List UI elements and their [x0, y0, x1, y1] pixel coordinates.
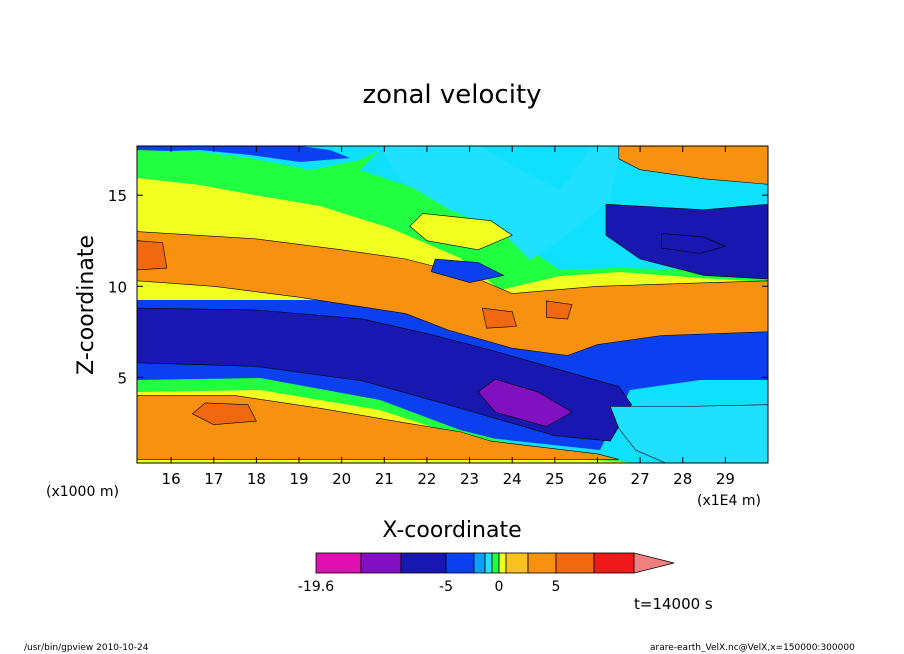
band-upper-blue — [137, 146, 350, 162]
colorbar-swatch — [484, 552, 493, 574]
contour-region-11 — [609, 404, 768, 463]
plot-area — [137, 146, 768, 463]
contour-region-7 — [191, 402, 257, 426]
contour-region-9 — [661, 233, 727, 254]
footer-right: arare-earth_VelX.nc@VelX,x=150000:300000 — [650, 643, 855, 653]
contour-region-6 — [137, 395, 619, 460]
colorbar-tick-label: 5 — [552, 579, 561, 595]
y-axis-ticks: 5 10 15 — [108, 187, 768, 387]
colorbar-tick-label: -5 — [439, 579, 453, 595]
colorbar: -19.6 -5 0 5 — [298, 552, 675, 595]
x-tick-label: 23 — [460, 470, 479, 488]
colorbar-tick-label: -19.6 — [298, 579, 334, 595]
colorbar-swatch — [360, 552, 402, 574]
y-scale-note: (x1000 m) — [46, 484, 119, 500]
y-tick-label: 5 — [117, 369, 127, 387]
colorbar-swatch — [491, 552, 500, 574]
contour-region-13 — [430, 258, 505, 283]
x-tick-label: 28 — [673, 470, 692, 488]
colorbar-swatch — [555, 552, 595, 574]
x-tick-label: 16 — [162, 470, 181, 488]
filled-contours — [137, 146, 768, 463]
contour-region-2 — [137, 231, 768, 356]
contour-region-12 — [409, 213, 513, 251]
colorbar-swatch — [473, 552, 486, 574]
y-tick-label: 15 — [108, 187, 127, 205]
contour-region-10 — [618, 146, 768, 185]
band-upper-cyan — [380, 146, 620, 260]
footer-left: /usr/bin/gpview 2010-10-24 — [24, 643, 149, 653]
contour-region-3 — [137, 240, 168, 271]
colorbar-swatch — [315, 552, 362, 574]
x-tick-label: 24 — [503, 470, 522, 488]
y-axis-label: Z-coordinate — [74, 235, 99, 375]
x-axis-ticks: 16 17 18 19 20 21 22 23 24 25 26 27 28 29 — [162, 146, 735, 488]
x-tick-label: 20 — [332, 470, 351, 488]
x-tick-label: 17 — [204, 470, 223, 488]
y-tick-label: 10 — [108, 278, 127, 296]
x-tick-label: 19 — [289, 470, 308, 488]
plot-frame — [136, 145, 769, 464]
x-tick-label: 18 — [247, 470, 266, 488]
x-tick-label: 26 — [588, 470, 607, 488]
time-label: t=14000 s — [634, 595, 713, 613]
colorbar-swatch — [400, 552, 447, 574]
x-scale-note: (x1E4 m) — [697, 493, 761, 509]
colorbar-swatch — [593, 552, 635, 574]
x-tick-label: 21 — [375, 470, 394, 488]
contour-region-4 — [481, 307, 517, 329]
x-tick-label: 25 — [545, 470, 564, 488]
contour-region-5 — [545, 300, 573, 320]
x-tick-label: 29 — [716, 470, 735, 488]
colorbar-swatch — [498, 552, 507, 574]
x-tick-label: 22 — [417, 470, 436, 488]
colorbar-tick-label: 0 — [495, 579, 504, 595]
colorbar-swatch — [445, 552, 475, 574]
colorbar-swatch — [505, 552, 529, 574]
colorbar-extend-arrow — [633, 552, 675, 574]
contour-region-1 — [477, 378, 573, 427]
chart-title: zonal velocity — [362, 80, 541, 110]
x-tick-label: 27 — [631, 470, 650, 488]
x-axis-label: X-coordinate — [382, 518, 521, 543]
colorbar-swatch — [527, 552, 557, 574]
